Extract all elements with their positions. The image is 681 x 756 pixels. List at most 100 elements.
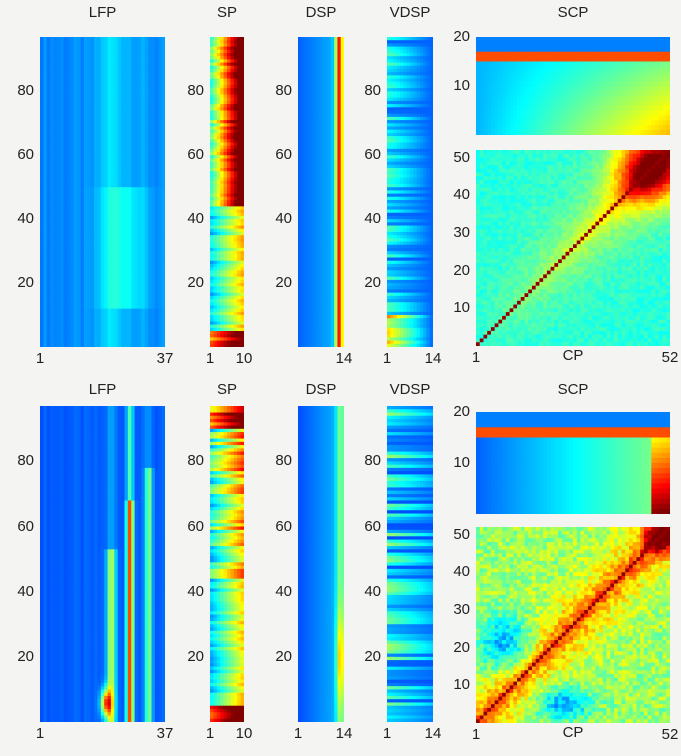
- heatmap-cell: [230, 152, 235, 156]
- heatmap-cell: [154, 177, 159, 182]
- heatmap-cell: [216, 206, 221, 210]
- heatmap-cell: [230, 164, 235, 169]
- heatmap-cell: [117, 43, 122, 47]
- heatmap-cell: [80, 340, 85, 345]
- heatmap-cell: [107, 273, 112, 278]
- heatmap-cell: [210, 279, 214, 284]
- heatmap-cell: [40, 340, 44, 345]
- heatmap-cell: [114, 132, 119, 137]
- heatmap-cell: [148, 88, 152, 92]
- heatmap-cell: [67, 215, 71, 220]
- heatmap-cell: [151, 84, 156, 89]
- heatmap-cell: [87, 37, 92, 41]
- heatmap-cell: [100, 123, 105, 127]
- heatmap-cell: [60, 49, 65, 54]
- heatmap-cell: [233, 136, 238, 140]
- heatmap-cell: [121, 292, 125, 297]
- heatmap-cell: [43, 174, 48, 179]
- heatmap-cell: [70, 321, 75, 326]
- heatmap-cell: [67, 171, 71, 175]
- heatmap-cell: [121, 72, 125, 76]
- heatmap-cell: [100, 267, 105, 271]
- heatmap-cell: [220, 193, 224, 198]
- heatmap-cell: [100, 68, 105, 73]
- heatmap-cell: [77, 254, 81, 258]
- heatmap-cell: [223, 177, 228, 182]
- heatmap-cell: [230, 260, 235, 265]
- heatmap-cell: [104, 104, 108, 108]
- heatmap-cell: [56, 340, 61, 345]
- heatmap-cell: [56, 305, 61, 310]
- heatmap-cell: [213, 238, 218, 242]
- heatmap-cell: [337, 78, 342, 83]
- heatmap-cell: [210, 158, 214, 163]
- heatmap-cell: [134, 152, 139, 156]
- heatmap-cell: [340, 84, 344, 89]
- heatmap-cell: [67, 56, 71, 60]
- heatmap-cell: [131, 43, 135, 47]
- heatmap-cell: [240, 177, 244, 182]
- heatmap-cell: [94, 228, 98, 233]
- heatmap-cell: [233, 40, 238, 44]
- heatmap-cell: [131, 94, 135, 99]
- heatmap-cell: [97, 155, 102, 159]
- heatmap-cell: [141, 164, 146, 169]
- heatmap-cell: [144, 318, 149, 322]
- heatmap-cell: [240, 81, 244, 86]
- heatmap-cell: [94, 78, 98, 83]
- heatmap-cell: [117, 152, 122, 156]
- heatmap-cell: [56, 164, 61, 169]
- heatmap-cell: [73, 270, 78, 274]
- heatmap-cell: [340, 120, 344, 124]
- heatmap-cell: [121, 94, 125, 99]
- heatmap-cell: [233, 292, 238, 297]
- heatmap-cell: [148, 52, 152, 57]
- heatmap-cell: [77, 100, 81, 105]
- heatmap-cell: [144, 305, 149, 310]
- heatmap-cell: [73, 177, 78, 182]
- heatmap-cell: [114, 65, 119, 70]
- heatmap-cell: [154, 91, 159, 95]
- heatmap-cell: [327, 91, 332, 95]
- heatmap-cell: [154, 152, 159, 156]
- heatmap-cell: [67, 158, 71, 163]
- heatmap-cell: [73, 97, 78, 102]
- heatmap-cell: [161, 299, 165, 303]
- heatmap-cell: [80, 142, 85, 147]
- heatmap-cell: [46, 324, 51, 329]
- heatmap-cell: [304, 123, 309, 127]
- heatmap-cell: [233, 94, 238, 99]
- heatmap-cell: [151, 161, 156, 166]
- heatmap-cell: [40, 40, 44, 44]
- heatmap-cell: [60, 161, 65, 166]
- heatmap-cell: [114, 40, 119, 44]
- heatmap-cell: [114, 244, 119, 249]
- heatmap-cell: [40, 78, 44, 83]
- heatmap-cell: [158, 97, 163, 102]
- heatmap-cell: [114, 295, 119, 300]
- heatmap-cell: [233, 273, 238, 278]
- heatmap-cell: [97, 308, 102, 313]
- heatmap-cell: [121, 206, 125, 210]
- heatmap-cell: [237, 276, 241, 281]
- heatmap-cell: [87, 215, 92, 220]
- heatmap-cell: [104, 267, 108, 271]
- heatmap-cell: [131, 161, 135, 166]
- heatmap-cell: [90, 152, 95, 156]
- heatmap-cell: [237, 91, 241, 95]
- heatmap-cell: [233, 75, 238, 79]
- heatmap-cell: [144, 168, 149, 172]
- heatmap-cell: [227, 334, 231, 338]
- heatmap-cell: [50, 343, 54, 347]
- heatmap-cell: [151, 65, 156, 70]
- heatmap-cell: [60, 145, 65, 150]
- heatmap-cell: [60, 251, 65, 255]
- heatmap-cell: [158, 273, 163, 278]
- heatmap-cell: [40, 190, 44, 194]
- heatmap-cell: [141, 308, 146, 313]
- heatmap-cell: [83, 161, 88, 166]
- heatmap-cell: [227, 225, 231, 230]
- heatmap-cell: [80, 199, 85, 204]
- heatmap-cell: [148, 324, 152, 329]
